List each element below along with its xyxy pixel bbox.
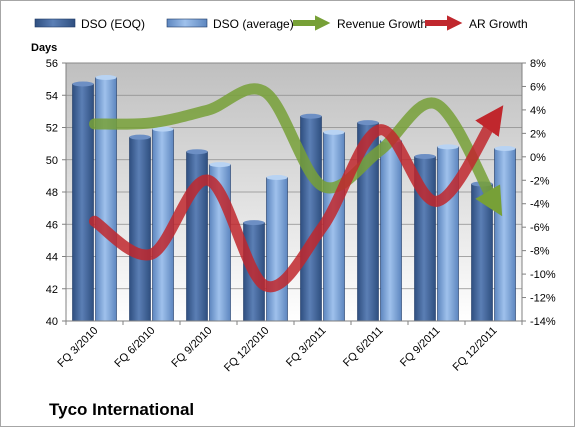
right-axis-ticks: -14% -12% -10% -8% -6% -4% -2% 0% 2% 4% 6% 8%: [521, 58, 556, 328]
x-tick-label: FQ 6/2011: [341, 325, 386, 370]
bar-cap-dso-eoq: [72, 81, 94, 87]
bar-cap-dso-average: [494, 145, 516, 151]
left-tick-label: 56: [46, 58, 58, 70]
left-tick-label: 54: [46, 90, 58, 102]
company-name: Tyco International: [49, 400, 194, 419]
right-tick-label: -12%: [530, 293, 556, 305]
bar-dso-eoq: [300, 115, 322, 322]
legend-item-dso-average: DSO (average): [166, 17, 294, 31]
legend-label: AR Growth: [469, 17, 528, 31]
right-tick-label: -4%: [530, 199, 550, 211]
left-tick-label: 40: [46, 316, 58, 328]
bar-cap-dso-eoq: [357, 120, 379, 126]
legend-item-dso-eoq: DSO (EOQ): [34, 17, 145, 31]
line-ar-growth: [89, 105, 504, 293]
legend-item-revenue-growth: Revenue Growth: [293, 15, 427, 31]
legend-swatch: [166, 18, 208, 28]
bar-dso-average: [95, 77, 117, 322]
x-tick-label: FQ 6/2010: [112, 325, 157, 370]
bar-dso-eoq: [129, 136, 151, 322]
bar-cap-dso-eoq: [186, 149, 208, 155]
bar-cap-dso-eoq: [129, 134, 151, 140]
left-axis-ticks: 40 42 44 46 48 50 52 54 56: [46, 58, 67, 328]
x-tick-label: FQ 3/2010: [55, 325, 100, 370]
bar-dso-average: [494, 148, 516, 322]
lines-group: [89, 83, 504, 293]
bars-group: [72, 75, 516, 322]
bar-cap-dso-average: [95, 75, 117, 81]
bar-cap-dso-average: [437, 144, 459, 150]
legend: DSO (EOQ) DSO (average) Revenue Growth AR G…: [34, 15, 528, 31]
right-tick-label: -6%: [530, 222, 550, 234]
right-tick-label: 4%: [530, 105, 546, 117]
x-axis-ticks: FQ 3/2010 FQ 6/2010 FQ 9/2010 FQ 12/2010 FQ …: [55, 320, 523, 375]
right-tick-label: -2%: [530, 175, 550, 187]
right-tick-label: 2%: [530, 128, 546, 140]
right-tick-label: 6%: [530, 81, 546, 93]
right-tick-label: -8%: [530, 246, 550, 258]
bar-dso-average: [266, 177, 288, 322]
left-tick-label: 50: [46, 155, 58, 167]
x-tick-label: FQ 3/2011: [284, 325, 329, 370]
left-tick-label: 44: [46, 252, 58, 264]
left-tick-label: 52: [46, 123, 58, 135]
bar-cap-dso-eoq: [243, 220, 265, 226]
bar-dso-eoq: [72, 83, 94, 322]
legend-swatch: [34, 18, 76, 28]
legend-label: Revenue Growth: [337, 17, 427, 31]
bar-dso-average: [380, 140, 402, 322]
legend-label: DSO (average): [213, 17, 294, 31]
bar-cap-dso-eoq: [414, 154, 436, 160]
bar-cap-dso-average: [209, 162, 231, 168]
right-tick-label: 0%: [530, 152, 546, 164]
legend-label: DSO (EOQ): [81, 17, 145, 31]
right-tick-label: 8%: [530, 58, 546, 70]
bar-cap-dso-eoq: [300, 113, 322, 119]
right-tick-label: -10%: [530, 269, 556, 281]
y-axis-label: Days: [31, 42, 57, 54]
x-tick-label: FQ 12/2011: [451, 325, 500, 374]
bar-dso-average: [437, 146, 459, 322]
left-tick-label: 46: [46, 219, 58, 231]
x-tick-label: FQ 12/2010: [222, 325, 272, 375]
left-tick-label: 42: [46, 284, 58, 296]
legend-item-ar-growth: AR Growth: [425, 15, 528, 31]
bar-cap-dso-average: [266, 174, 288, 180]
left-tick-label: 48: [46, 187, 58, 199]
x-tick-label: FQ 9/2010: [169, 325, 214, 370]
x-tick-label: FQ 9/2011: [398, 325, 443, 370]
right-tick-label: -14%: [530, 316, 556, 328]
bar-cap-dso-average: [152, 126, 174, 132]
bar-cap-dso-average: [323, 129, 345, 135]
